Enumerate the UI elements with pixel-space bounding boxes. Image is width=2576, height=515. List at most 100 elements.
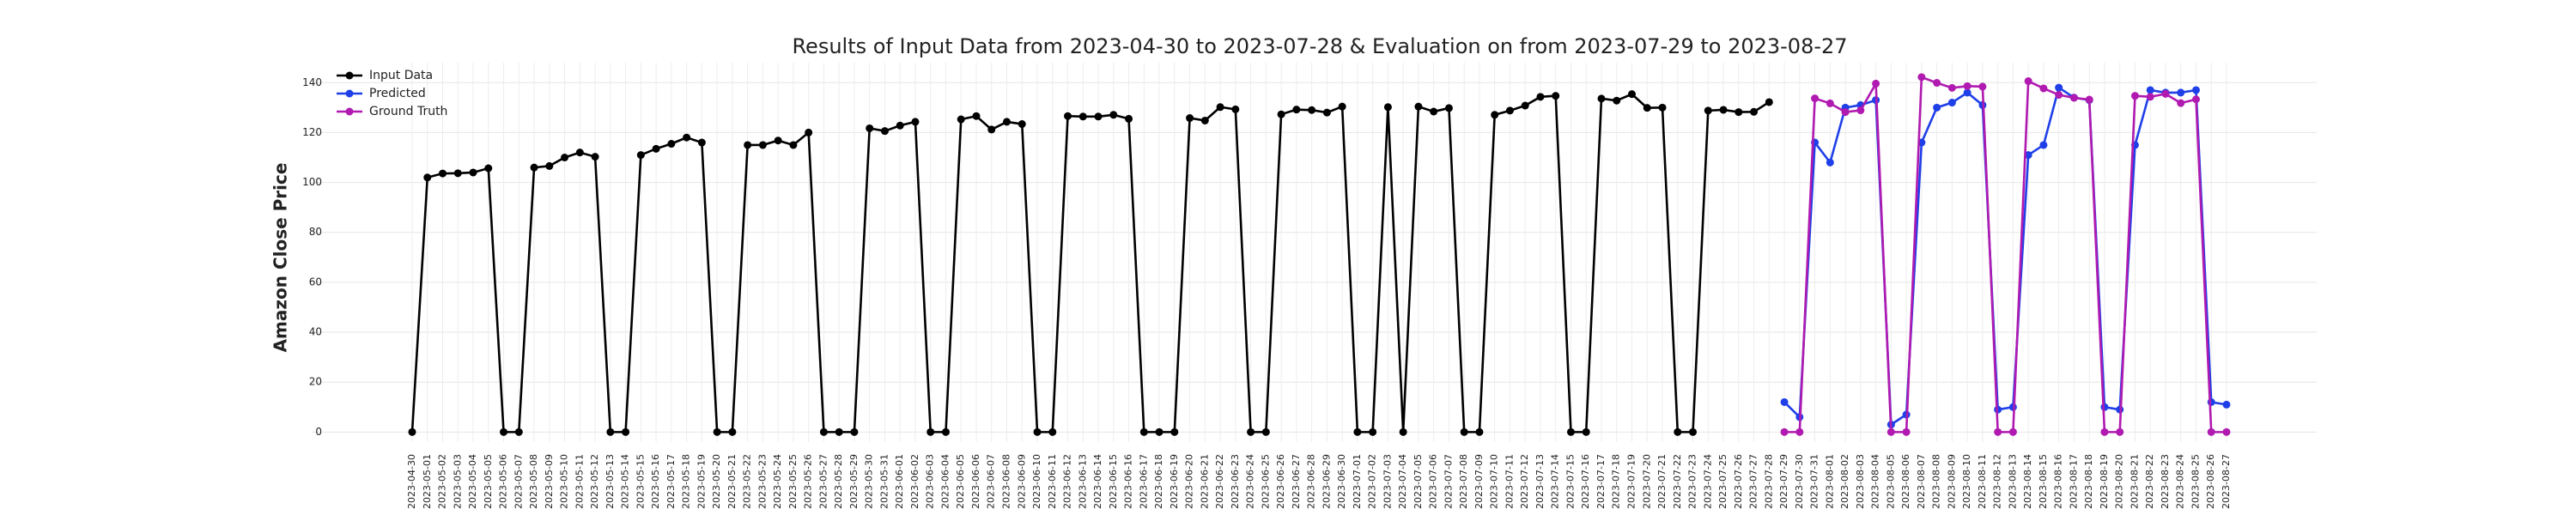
x-tick-label: 2023-08-04 [1870,454,1881,509]
data-point [1414,102,1423,111]
y-tick-label: 140 [302,76,322,88]
data-point [622,427,630,436]
x-tick-label: 2023-08-05 [1885,454,1896,509]
data-point [758,141,767,149]
data-point [1963,82,1971,90]
x-tick-label: 2023-06-19 [1169,454,1180,509]
x-tick-label: 2023-08-18 [2083,454,2094,509]
x-tick-label: 2023-05-16 [650,454,661,509]
x-tick-label: 2023-08-02 [1839,454,1850,509]
x-tick-label: 2023-08-03 [1855,454,1866,509]
legend-label: Input Data [369,69,433,82]
data-point [545,161,554,170]
data-point [2146,93,2154,101]
data-point [1765,98,1773,106]
data-point [927,427,935,436]
data-point [1978,82,1987,91]
data-point [1002,118,1011,126]
data-point [1125,114,1133,123]
x-tick-label: 2023-06-06 [970,454,981,509]
data-point [1048,427,1057,436]
data-point [1383,103,1392,112]
data-point [987,125,996,134]
data-point [2207,427,2215,436]
x-tick-label: 2023-06-26 [1275,454,1286,509]
x-tick-label: 2023-07-16 [1580,454,1591,509]
data-point [1613,96,1621,105]
x-tick-label: 2023-07-21 [1656,454,1668,509]
data-point [1643,104,1651,112]
x-tick-label: 2023-05-22 [742,454,753,509]
data-point [2024,151,2032,160]
x-tick-label: 2023-07-19 [1626,454,1637,509]
x-tick-label: 2023-04-30 [406,454,417,509]
x-tick-label: 2023-05-15 [635,454,646,509]
x-tick-label: 2023-05-29 [848,454,860,509]
x-tick-label: 2023-07-17 [1595,454,1607,509]
x-tick-label: 2023-05-13 [605,454,616,509]
data-point [561,154,569,161]
data-point [453,169,462,178]
data-point [2008,427,2017,436]
data-point [1841,108,1850,117]
data-point [652,144,660,153]
x-tick-label: 2023-06-04 [939,454,951,509]
x-tick-label: 2023-05-10 [559,454,570,509]
data-point [1811,94,1820,103]
data-point [514,427,523,436]
data-point [1902,427,1911,436]
x-tick-label: 2023-05-26 [803,454,814,509]
data-point [1628,90,1637,99]
data-point [2100,427,2109,436]
x-tick-label: 2023-06-23 [1230,454,1241,509]
data-point [1963,88,1971,97]
data-point [1780,397,1789,406]
y-axis-label: Amazon Close Price [270,163,291,353]
data-point [1947,99,1956,107]
x-tick-label: 2023-08-07 [1916,454,1927,509]
x-tick-label: 2023-08-19 [2099,454,2110,509]
data-point [1353,427,1362,436]
x-tick-label: 2023-08-01 [1824,454,1835,509]
x-tick-label: 2023-07-25 [1717,454,1728,509]
data-point [2207,397,2215,406]
x-tick-label: 2023-05-28 [833,454,844,509]
data-point [1094,112,1103,121]
data-point [500,427,508,436]
x-tick-label: 2023-07-22 [1672,454,1683,509]
data-point [1292,106,1301,114]
data-point [469,168,477,177]
x-tick-label: 2023-08-22 [2144,454,2155,509]
data-point [1582,427,1590,436]
x-tick-label: 2023-07-15 [1564,454,1576,509]
data-point [1704,106,1712,115]
x-tick-label: 2023-05-06 [498,454,509,509]
x-tick-label: 2023-08-12 [1992,454,2003,509]
x-tick-label: 2023-06-05 [955,454,966,509]
x-tick-label: 2023-05-01 [422,454,433,509]
y-tick-label: 120 [302,126,322,138]
data-point [1369,427,1377,436]
data-point [880,127,889,136]
data-point [911,118,920,126]
x-tick-label: 2023-05-31 [878,454,890,509]
data-point [1658,103,1667,112]
x-tick-label: 2023-07-01 [1352,454,1363,509]
x-tick-label: 2023-06-27 [1291,454,1302,509]
data-point [2191,86,2200,94]
data-point [1826,158,1834,167]
data-point [805,128,813,136]
data-point [484,164,493,173]
x-tick-label: 2023-06-30 [1336,454,1347,509]
x-tick-label: 2023-07-06 [1428,454,1439,509]
x-tick-label: 2023-08-08 [1931,454,1942,509]
x-tick-label: 2023-08-17 [2068,454,2079,509]
x-tick-label: 2023-08-10 [1961,454,1972,509]
x-tick-label: 2023-07-05 [1413,454,1424,509]
x-tick-label: 2023-07-30 [1794,454,1805,509]
x-tick-label: 2023-08-15 [2038,454,2049,509]
x-tick-label: 2023-06-17 [1138,454,1149,509]
x-tick-label: 2023-05-05 [483,454,494,509]
data-point [1322,108,1331,117]
